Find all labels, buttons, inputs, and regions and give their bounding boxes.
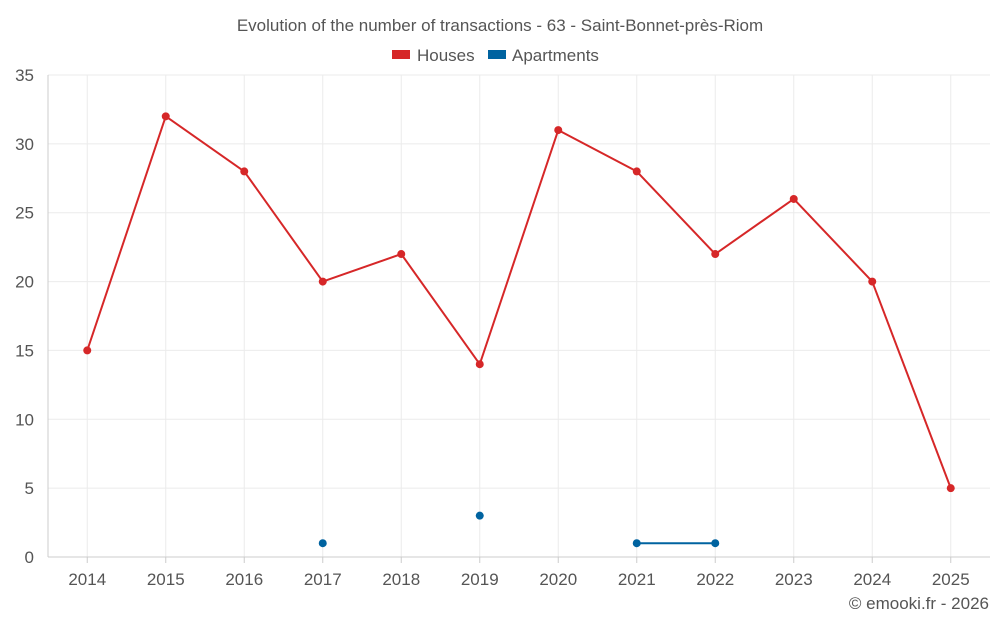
y-axis: 0 5 10 15 20 25 30 35	[15, 66, 49, 567]
y-tick-label: 10	[15, 410, 34, 429]
houses-point-2018[interactable]	[397, 250, 406, 259]
houses-point-2020[interactable]	[554, 126, 563, 135]
apartments-point-2021[interactable]	[632, 539, 641, 548]
y-tick-label: 20	[15, 273, 34, 292]
gridlines	[48, 74, 990, 558]
houses-point-2015[interactable]	[161, 112, 170, 121]
x-tick-label: 2017	[304, 570, 342, 589]
x-tick-label: 2023	[775, 570, 813, 589]
legend-swatch-apartments	[488, 50, 506, 59]
series-layer	[83, 112, 955, 548]
apartments-point-2022[interactable]	[711, 539, 720, 548]
houses-line-segment	[871, 281, 952, 489]
x-axis: 2014 2015 2016 2017 2018 2019 2020 2021 2022 2023…	[48, 556, 990, 589]
series-houses	[83, 112, 955, 493]
houses-line-segment	[636, 170, 716, 255]
x-tick-label: 2024	[853, 570, 891, 589]
y-tick-label: 5	[25, 479, 34, 498]
houses-point-2017[interactable]	[318, 277, 327, 286]
apartments-point-2017[interactable]	[318, 539, 327, 548]
y-tick-label: 15	[15, 341, 34, 360]
x-tick-label: 2015	[147, 570, 185, 589]
series-apartments	[318, 511, 720, 548]
y-tick-label: 0	[25, 548, 34, 567]
houses-line-segment	[557, 129, 638, 173]
x-tick-label: 2025	[932, 570, 970, 589]
x-tick-label: 2020	[539, 570, 577, 589]
credit-text: © emooki.fr - 2026	[849, 594, 989, 613]
x-tick-label: 2021	[618, 570, 656, 589]
x-tick-label: 2018	[382, 570, 420, 589]
y-tick-label: 35	[15, 66, 34, 85]
y-tick-label: 30	[15, 135, 34, 154]
houses-line-segment	[793, 198, 873, 283]
houses-point-2016[interactable]	[240, 167, 249, 176]
legend-swatch-houses	[392, 50, 410, 59]
houses-line-segment	[86, 115, 167, 351]
x-tick-label: 2019	[461, 570, 499, 589]
houses-line-segment	[714, 198, 795, 255]
apartments-point-2019[interactable]	[475, 511, 484, 520]
y-tick-label: 25	[15, 204, 34, 223]
houses-point-2025[interactable]	[946, 484, 955, 493]
houses-line-segment	[165, 115, 245, 173]
houses-point-2022[interactable]	[711, 250, 720, 259]
houses-point-2021[interactable]	[632, 167, 641, 176]
houses-line-segment	[322, 253, 402, 283]
houses-point-2024[interactable]	[868, 277, 877, 286]
legend-label-apartments[interactable]: Apartments	[512, 46, 599, 65]
legend-label-houses[interactable]: Houses	[417, 46, 475, 65]
x-tick-label: 2022	[696, 570, 734, 589]
houses-line-segment	[243, 170, 324, 283]
houses-point-2019[interactable]	[475, 360, 484, 369]
houses-line-segment	[478, 129, 560, 365]
chart-title: Evolution of the number of transactions …	[237, 16, 763, 35]
legend: Houses Apartments	[392, 46, 599, 65]
x-tick-label: 2016	[225, 570, 263, 589]
houses-point-2023[interactable]	[789, 194, 798, 203]
houses-point-2014[interactable]	[83, 346, 92, 355]
x-tick-label: 2014	[68, 570, 106, 589]
houses-line-segment	[400, 253, 481, 365]
